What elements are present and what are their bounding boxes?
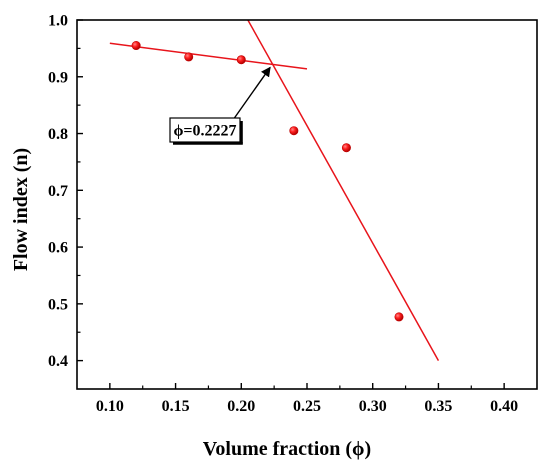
- y-tick-label: 0.4: [48, 353, 68, 370]
- data-point: [131, 41, 141, 51]
- x-tick-label: 0.25: [293, 398, 321, 415]
- annotation-text: ϕ=0.2227: [173, 123, 236, 140]
- x-tick-label: 0.15: [162, 398, 190, 415]
- x-tick-label: 0.40: [490, 398, 518, 415]
- annotation-box: [169, 117, 241, 143]
- fit-line-1: [109, 42, 308, 70]
- ticks-layer: 0.10 0.15 0.20 0.25 0.30 0.35 0.40 0.4 0.5 0.6 0.7…: [48, 13, 518, 416]
- plot-frame: [76, 19, 538, 390]
- y-tick-label: 0.7: [48, 183, 68, 200]
- x-tick-label: 0.10: [96, 398, 124, 415]
- y-tick-label: 0.8: [48, 126, 68, 143]
- plot-layer: [109, 20, 440, 361]
- y-tick-label: 0.9: [48, 69, 68, 86]
- y-tick-label: 1.0: [48, 13, 68, 30]
- data-point: [289, 126, 299, 136]
- x-tick-label: 0.30: [359, 398, 387, 415]
- fit-line-2: [247, 20, 440, 361]
- data-point: [394, 312, 404, 322]
- annotation-arrow: [232, 66, 271, 121]
- x-tick-label: 0.35: [424, 398, 452, 415]
- annotation-layer: ϕ=0.2227: [169, 66, 271, 145]
- y-axis-label: Flow index (n): [10, 148, 32, 271]
- data-point: [341, 143, 351, 153]
- y-tick-label: 0.6: [48, 240, 68, 257]
- x-tick-label: 0.20: [227, 398, 255, 415]
- data-point: [236, 55, 246, 65]
- x-axis-label: Volume fraction (ϕ): [203, 438, 371, 460]
- y-tick-label: 0.5: [48, 296, 68, 313]
- data-point: [184, 52, 194, 62]
